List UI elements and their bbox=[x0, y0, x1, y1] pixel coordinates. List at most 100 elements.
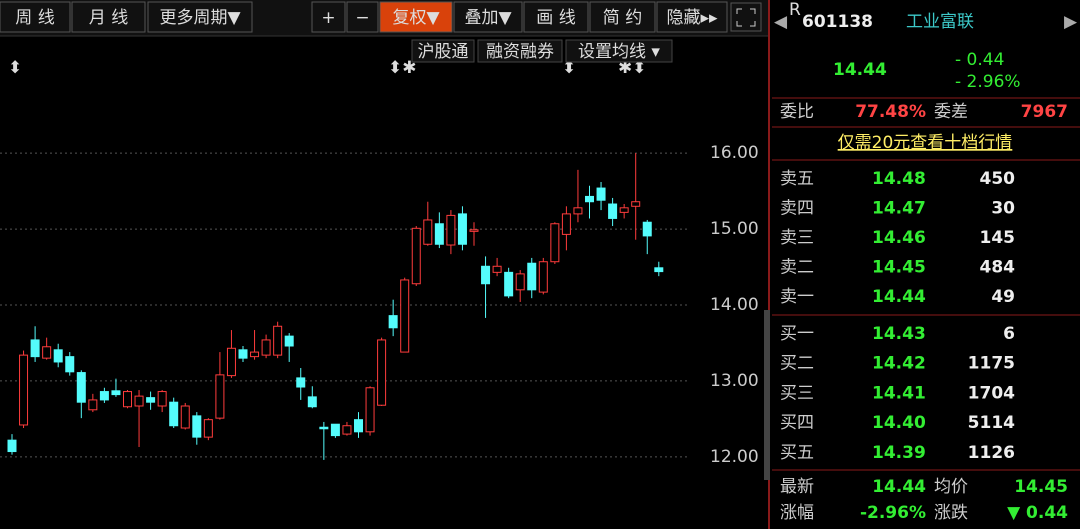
candle-body bbox=[642, 221, 652, 237]
book-price: 14.40 bbox=[872, 413, 926, 433]
book-price: 14.39 bbox=[872, 443, 926, 463]
candle-body bbox=[134, 395, 144, 407]
candle-body bbox=[330, 423, 340, 437]
toolbar-button[interactable] bbox=[379, 1, 453, 33]
toolbar-button[interactable] bbox=[147, 1, 253, 33]
candle-body bbox=[261, 339, 271, 356]
weibi-value: 77.48% bbox=[855, 102, 926, 122]
y-tick-label: 16.00 bbox=[710, 143, 759, 163]
toolbar-button[interactable] bbox=[71, 1, 146, 33]
book-volume: 450 bbox=[980, 169, 1016, 189]
toolbar-button-label: 隐藏▸▸ bbox=[666, 8, 718, 28]
next-arrow[interactable]: ▶ bbox=[1064, 12, 1078, 32]
last-price: 14.44 bbox=[833, 60, 887, 80]
candle-body bbox=[250, 351, 260, 358]
toolbar-button[interactable] bbox=[589, 1, 656, 33]
book-label: 卖一 bbox=[780, 287, 814, 307]
candle-body bbox=[30, 339, 40, 358]
toolbar-button[interactable] bbox=[311, 1, 346, 33]
candle-body bbox=[469, 229, 479, 232]
toolbar-button-label: 周 线 bbox=[15, 8, 54, 28]
fullscreen-icon[interactable] bbox=[730, 2, 762, 32]
candle-body bbox=[400, 279, 410, 353]
candle-body bbox=[203, 419, 213, 438]
toolbar-button-label: 画 线 bbox=[536, 8, 575, 28]
footer-value: -2.96% bbox=[860, 503, 926, 523]
candle-body bbox=[446, 214, 456, 246]
promo-link[interactable]: 仅需20元查看十档行情 bbox=[838, 133, 1013, 153]
svg-text:✱⬍: ✱⬍ bbox=[618, 58, 647, 78]
scrollbar[interactable] bbox=[764, 310, 770, 480]
book-volume: 145 bbox=[980, 228, 1016, 248]
candle-body bbox=[457, 213, 467, 245]
candle-body bbox=[88, 399, 98, 411]
svg-text:⬍: ⬍ bbox=[8, 58, 22, 78]
toolbar-button[interactable] bbox=[453, 1, 523, 33]
book-label: 买二 bbox=[780, 354, 814, 374]
candle-body bbox=[573, 207, 583, 215]
candle-body bbox=[654, 267, 664, 273]
overlay-button[interactable] bbox=[565, 39, 673, 63]
book-label: 卖五 bbox=[780, 169, 814, 189]
toolbar-button[interactable] bbox=[0, 1, 71, 33]
book-label: 买一 bbox=[780, 324, 814, 344]
candle-body bbox=[538, 261, 548, 293]
candle-body bbox=[111, 390, 121, 396]
candle-body bbox=[180, 405, 190, 429]
book-label: 卖二 bbox=[780, 258, 814, 278]
candle-body bbox=[42, 346, 52, 359]
y-tick-label: 13.00 bbox=[710, 371, 759, 391]
overlay-button-label: 设置均线 ▾ bbox=[578, 42, 660, 62]
code-prefix: R bbox=[789, 0, 801, 20]
candle-body bbox=[504, 271, 514, 297]
book-price: 14.48 bbox=[872, 169, 926, 189]
book-volume: 484 bbox=[980, 258, 1016, 278]
overlay-button[interactable] bbox=[411, 39, 475, 63]
book-volume: 1175 bbox=[968, 354, 1015, 374]
footer-label: 最新 bbox=[780, 477, 814, 497]
overlay-button[interactable] bbox=[477, 39, 563, 63]
candle-body bbox=[273, 325, 283, 356]
book-price: 14.43 bbox=[872, 324, 926, 344]
book-label: 买五 bbox=[780, 443, 814, 463]
candle-body bbox=[307, 396, 317, 408]
candle-body bbox=[53, 349, 63, 363]
prev-arrow[interactable]: ◀ bbox=[774, 12, 788, 32]
book-price: 14.46 bbox=[872, 228, 926, 248]
y-tick-label: 14.00 bbox=[710, 295, 759, 315]
candle-body bbox=[550, 223, 560, 263]
book-volume: 1126 bbox=[968, 443, 1015, 463]
svg-text:⬍: ⬍ bbox=[562, 58, 576, 78]
candle-body bbox=[354, 419, 363, 433]
footer-label: 均价 bbox=[934, 477, 968, 497]
candle-body bbox=[157, 391, 167, 407]
candle-body bbox=[434, 223, 444, 245]
candle-body bbox=[319, 426, 329, 430]
toolbar-button[interactable] bbox=[656, 1, 728, 33]
candle-body bbox=[515, 273, 525, 291]
toolbar-button-label: 月 线 bbox=[89, 8, 128, 28]
candle-body bbox=[123, 391, 132, 408]
stock-name: 工业富联 bbox=[906, 12, 974, 32]
candle-body bbox=[7, 439, 17, 453]
candle-body bbox=[238, 349, 248, 359]
candle-body bbox=[631, 201, 641, 207]
candle-body bbox=[608, 203, 618, 219]
toolbar-button[interactable] bbox=[523, 1, 589, 33]
toolbar-button[interactable] bbox=[346, 1, 379, 33]
candle-body bbox=[561, 213, 571, 235]
candle-body bbox=[527, 262, 537, 291]
toolbar-button-label: 更多周期▼ bbox=[159, 8, 241, 28]
footer-value: 14.45 bbox=[1014, 477, 1068, 497]
book-label: 卖三 bbox=[780, 228, 814, 248]
book-label: 卖四 bbox=[780, 199, 814, 219]
candle-body bbox=[296, 377, 306, 388]
candle-body bbox=[585, 195, 594, 203]
footer-label: 涨幅 bbox=[780, 503, 814, 523]
candle-body bbox=[19, 354, 29, 426]
toolbar-button-label: + bbox=[321, 8, 335, 28]
weibi-label: 委比 bbox=[780, 102, 814, 122]
candle-body bbox=[76, 372, 86, 403]
footer-label: 涨跌 bbox=[934, 503, 968, 523]
